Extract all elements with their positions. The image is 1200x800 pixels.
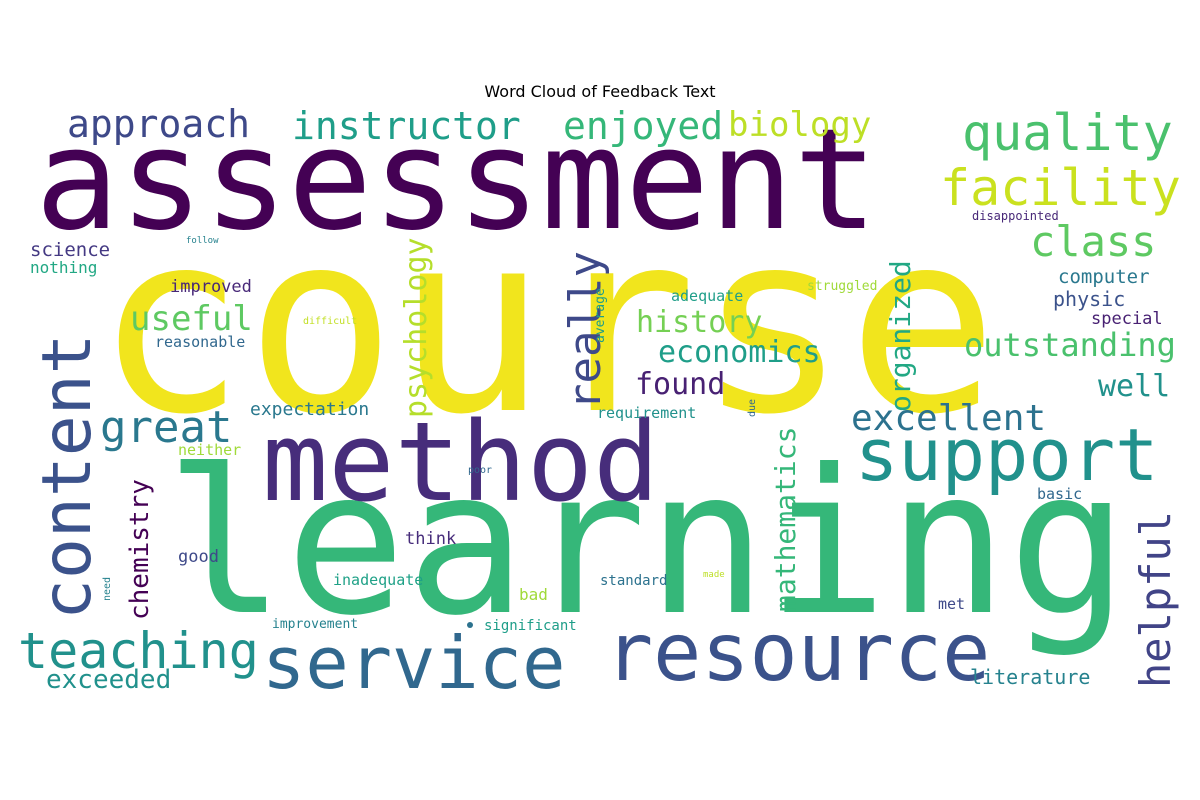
word-course: course <box>95 178 998 469</box>
word-adequate: adequate <box>671 287 743 305</box>
word-poor: poor <box>468 465 492 476</box>
word-teaching: teaching <box>18 622 259 680</box>
word-outstanding: outstanding <box>964 326 1176 364</box>
word-due: due <box>747 399 758 417</box>
word-history: history <box>636 305 762 340</box>
word-neither: neither <box>178 441 241 459</box>
word-physic: physic <box>1053 287 1125 311</box>
word-economics: economics <box>658 335 821 370</box>
word-approach: approach <box>67 102 250 146</box>
word-instructor: instructor <box>292 104 521 148</box>
word-organized: organized <box>884 260 917 412</box>
word-enjoyed: enjoyed <box>563 104 723 148</box>
word-mathematics: mathematics <box>769 427 802 612</box>
word-need: need <box>102 577 113 601</box>
word-learning: learning <box>165 427 1128 660</box>
word-literature: literature <box>970 665 1090 689</box>
word-requirement: requirement <box>597 404 696 422</box>
word-significant: significant <box>484 618 577 634</box>
word-improvement: improvement <box>272 617 358 632</box>
word-helpful: helpful <box>1131 511 1180 688</box>
word-struggled: struggled <box>807 279 877 294</box>
word-well: well <box>1098 369 1170 404</box>
stray-dot <box>467 622 473 628</box>
word-great: great <box>100 402 232 453</box>
word-excellent: excellent <box>851 398 1046 439</box>
word-met: met <box>938 595 965 613</box>
word-content: content <box>28 333 107 620</box>
word-special: special <box>1091 309 1163 329</box>
word-assessment: assessment <box>35 99 878 262</box>
word-quality: quality <box>962 104 1173 162</box>
word-inadequate: inadequate <box>333 571 423 589</box>
word-computer: computer <box>1058 266 1150 288</box>
word-good: good <box>178 547 219 567</box>
word-expectation: expectation <box>250 399 369 420</box>
word-class: class <box>1030 217 1156 266</box>
word-useful: useful <box>130 299 253 339</box>
word-basic: basic <box>1037 485 1082 503</box>
word-really: really <box>560 251 611 410</box>
word-made: made <box>703 570 725 580</box>
word-think: think <box>405 529 456 549</box>
word-nothing: nothing <box>30 258 97 277</box>
word-average: average <box>593 288 608 343</box>
word-exceeded: exceeded <box>46 665 171 695</box>
word-biology: biology <box>728 105 871 145</box>
word-method: method <box>262 398 659 526</box>
word-disappointed: disappointed <box>972 209 1059 223</box>
word-facility: facility <box>940 159 1181 217</box>
word-resource: resource <box>605 606 990 699</box>
chart-title: Word Cloud of Feedback Text <box>484 82 716 101</box>
word-standard: standard <box>600 573 667 589</box>
word-improved: improved <box>170 277 252 297</box>
word-difficult: difficult <box>303 316 357 327</box>
word-found: found <box>635 367 725 402</box>
word-psychology: psychology <box>399 237 434 418</box>
word-bad: bad <box>519 585 548 604</box>
word-chemistry: chemistry <box>125 479 155 620</box>
word-service: service <box>262 621 565 705</box>
word-support: support <box>855 413 1158 497</box>
word-science: science <box>30 239 110 261</box>
word-follow: follow <box>186 236 219 246</box>
word-reasonable: reasonable <box>155 333 245 351</box>
